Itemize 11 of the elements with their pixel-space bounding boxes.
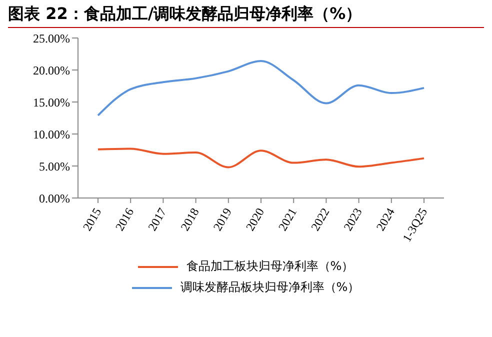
y-tick-label: 10.00% <box>33 127 70 142</box>
line-series <box>97 60 425 116</box>
line-series <box>97 148 425 168</box>
y-tick-label: 15.00% <box>33 95 70 110</box>
y-tick-label: 25.00% <box>33 31 70 46</box>
chart-title: 图表 22：食品加工/调味发酵品归母净利率（%） <box>8 4 484 28</box>
legend-label: 调味发酵品板块归母净利率（%） <box>180 279 360 296</box>
y-tick-label: 20.00% <box>33 63 70 78</box>
y-tick-label: 5.00% <box>39 159 70 174</box>
legend-label: 食品加工板块归母净利率（%） <box>186 258 354 275</box>
y-tick-label: 0.00% <box>39 191 70 206</box>
